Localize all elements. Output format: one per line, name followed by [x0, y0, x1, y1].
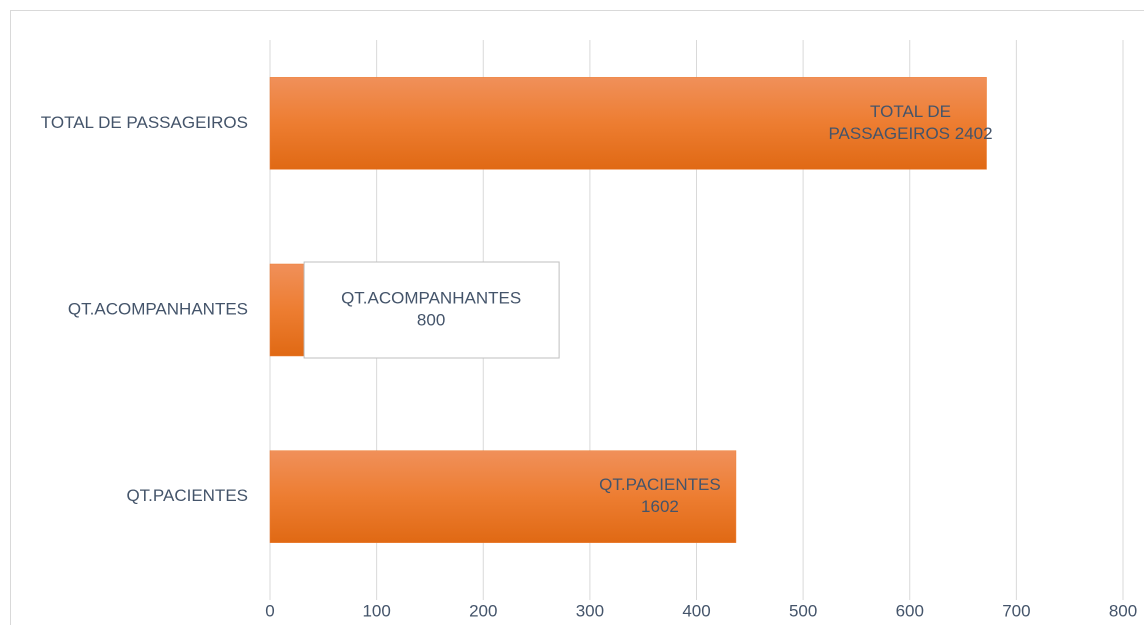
y-tick-label: QT.PACIENTES [126, 486, 248, 505]
x-tick-label: 200 [469, 601, 497, 620]
bar [269, 263, 305, 357]
x-tick-label: 100 [362, 601, 390, 620]
x-tick-label: 400 [682, 601, 710, 620]
chart-border [10, 10, 1144, 625]
x-tick-label: 0 [265, 601, 274, 620]
x-tick-label: 500 [789, 601, 817, 620]
data-label: QT.ACOMPANHANTES [341, 288, 521, 307]
data-label: PASSAGEIROS 2402 [828, 124, 992, 143]
y-tick-label: TOTAL DE PASSAGEIROS [41, 113, 248, 132]
data-label: 800 [417, 310, 445, 329]
data-label-box [303, 261, 560, 359]
x-tick-label: 700 [1002, 601, 1030, 620]
data-label: 1602 [641, 497, 679, 516]
data-label: QT.PACIENTES [599, 475, 721, 494]
y-tick-label: QT.ACOMPANHANTES [68, 299, 248, 318]
x-tick-label: 600 [896, 601, 924, 620]
x-tick-label: 800 [1109, 601, 1137, 620]
data-label: TOTAL DE [870, 102, 951, 121]
bar [269, 450, 737, 543]
bar [269, 77, 987, 170]
x-tick-label: 300 [576, 601, 604, 620]
